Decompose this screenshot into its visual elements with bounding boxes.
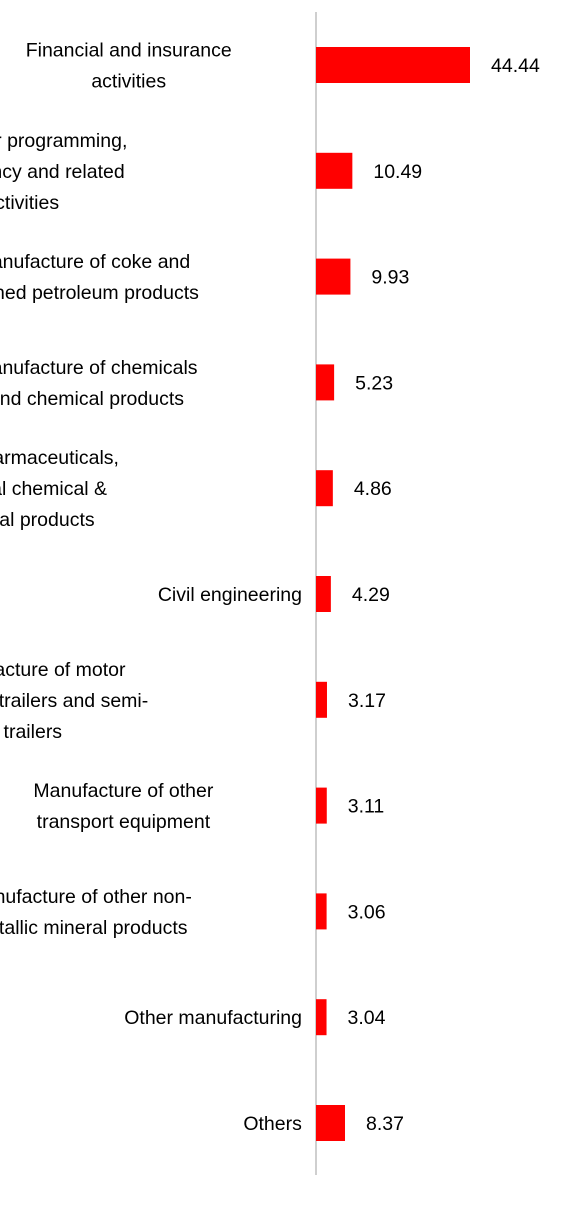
bar-8 bbox=[316, 893, 327, 930]
category-label-line: trailers bbox=[4, 721, 63, 743]
value-label-3: 5.23 bbox=[355, 372, 393, 394]
category-label-line: Financial and insurance bbox=[26, 40, 232, 62]
category-label-line: refined petroleum products bbox=[0, 282, 199, 304]
category-label-line: vehicles, trailers and semi- bbox=[0, 690, 148, 712]
value-label-2: 9.93 bbox=[371, 267, 409, 289]
bar-0 bbox=[316, 47, 470, 83]
category-label-8: Manufacture of other non-metallic minera… bbox=[0, 886, 192, 939]
category-label-10: Others bbox=[243, 1113, 302, 1135]
bar-6 bbox=[316, 681, 327, 718]
value-label-0: 44.44 bbox=[491, 55, 540, 77]
category-label-line: Manufacture of other non- bbox=[0, 886, 192, 908]
category-label-group: Financial and insuranceactivitiesCompute… bbox=[0, 40, 302, 1136]
category-label-0: Financial and insurance activities bbox=[26, 40, 232, 93]
bar-2 bbox=[316, 258, 351, 295]
category-label-line: activities bbox=[91, 71, 166, 93]
category-label-line: medicinal chemical & bbox=[0, 478, 107, 500]
category-label-7: Manufacture of other transport equipment bbox=[33, 780, 213, 833]
category-label-line: Civil engineering bbox=[158, 584, 302, 606]
category-label-line: Manufacture of chemicals bbox=[0, 357, 198, 379]
category-label-4: Mfg of pharmaceuticals, medicinal chemica… bbox=[0, 447, 119, 531]
bar-9 bbox=[316, 999, 327, 1036]
bar-10 bbox=[316, 1105, 346, 1141]
category-label-line: transport equipment bbox=[37, 811, 211, 833]
value-label-9: 3.04 bbox=[348, 1007, 386, 1029]
category-label-line: Mfg of pharmaceuticals, bbox=[0, 447, 119, 469]
category-label-2: Manufacture of coke and refined petroleum… bbox=[0, 251, 199, 304]
value-label-1: 10.49 bbox=[373, 161, 422, 183]
category-label-line: and chemical products bbox=[0, 388, 184, 410]
category-label-6: Manufacture of motor vehicles, trailers a… bbox=[0, 659, 148, 743]
bar-4 bbox=[316, 470, 333, 507]
value-label-7: 3.11 bbox=[348, 796, 385, 818]
bar-3 bbox=[316, 364, 335, 401]
category-label-line: consultancy and related bbox=[0, 161, 125, 183]
bar-7 bbox=[316, 787, 327, 824]
value-label-group: 44.44 10.49 9.93 5.23 4.86 4.29 3.17 3.11 3.06 3.… bbox=[348, 55, 540, 1135]
category-label-1: Computer programming, consultancy and rel… bbox=[0, 130, 127, 214]
value-label-4: 4.86 bbox=[354, 478, 392, 500]
category-label-3: Manufacture of chemicals and chemical pro… bbox=[0, 357, 198, 410]
bar-1 bbox=[316, 152, 353, 189]
value-label-10: 8.37 bbox=[366, 1113, 404, 1135]
bar-group bbox=[316, 47, 470, 1141]
value-label-8: 3.06 bbox=[348, 901, 386, 923]
category-label-5: Civil engineering bbox=[158, 584, 302, 606]
category-label-line: Other manufacturing bbox=[124, 1007, 302, 1029]
category-label-line: Others bbox=[243, 1113, 302, 1135]
category-label-line: activities bbox=[0, 192, 59, 214]
bar-5 bbox=[316, 576, 331, 612]
value-label-6: 3.17 bbox=[348, 690, 386, 712]
category-label-line: botanical products bbox=[0, 509, 95, 531]
value-label-5: 4.29 bbox=[352, 584, 390, 606]
category-label-line: Manufacture of other bbox=[33, 780, 213, 802]
category-label-line: Manufacture of motor bbox=[0, 659, 126, 681]
category-label-line: Computer programming, bbox=[0, 130, 127, 152]
category-label-line: Manufacture of coke and bbox=[0, 251, 190, 273]
category-label-9: Other manufacturing bbox=[124, 1007, 302, 1029]
category-label-line: metallic mineral products bbox=[0, 917, 188, 939]
